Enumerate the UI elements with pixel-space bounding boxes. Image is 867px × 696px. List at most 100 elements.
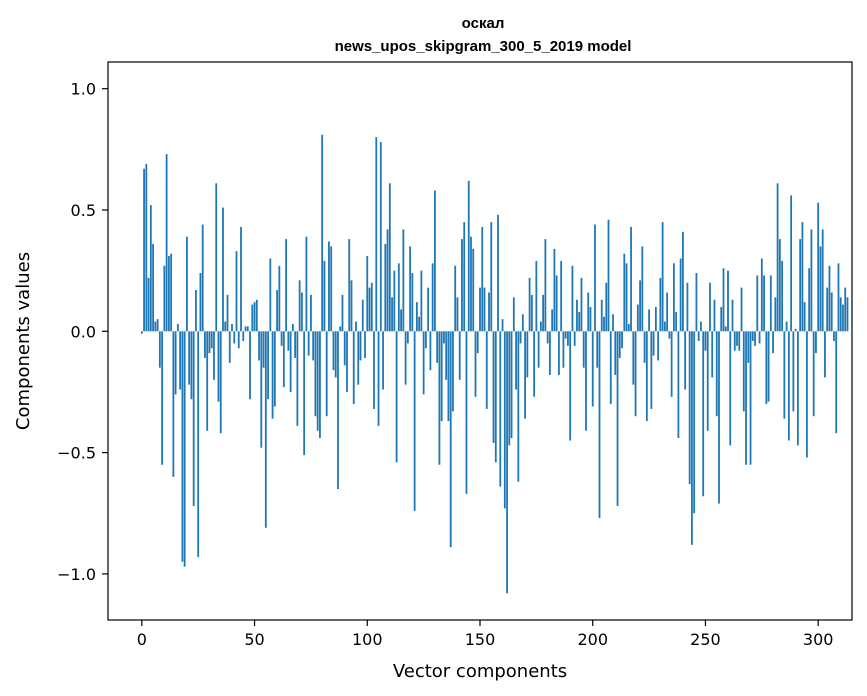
bar	[551, 309, 554, 332]
bar	[706, 331, 709, 431]
bar	[267, 331, 269, 400]
bar	[765, 331, 768, 405]
y-tick-label: 0.5	[71, 201, 96, 220]
bar	[330, 246, 333, 332]
bar	[745, 331, 747, 465]
bar	[668, 331, 671, 339]
bar	[830, 292, 833, 332]
bar	[609, 331, 612, 405]
bar	[499, 331, 502, 487]
bar	[695, 273, 698, 332]
bar	[470, 236, 472, 332]
bar	[397, 263, 400, 332]
bar	[255, 299, 258, 332]
bar	[810, 229, 813, 332]
bar	[366, 256, 369, 332]
bar	[188, 331, 191, 385]
bars-group	[140, 134, 849, 594]
bar	[186, 236, 188, 332]
x-tick-label: 0	[137, 630, 147, 649]
bar	[332, 331, 335, 371]
bar	[434, 190, 436, 332]
bar	[147, 277, 150, 332]
bar	[801, 222, 804, 332]
bar	[215, 183, 218, 332]
bar	[808, 268, 811, 332]
bar	[282, 331, 285, 388]
bar	[219, 331, 222, 434]
bar	[645, 331, 648, 422]
bar	[364, 331, 366, 358]
bar	[535, 260, 538, 332]
bar	[337, 331, 339, 489]
bar	[567, 331, 569, 346]
bar	[379, 142, 382, 332]
bar	[224, 321, 227, 332]
bar	[287, 331, 290, 351]
bar	[533, 331, 536, 397]
bar	[395, 331, 398, 463]
bar	[438, 331, 441, 465]
bar	[515, 331, 517, 390]
x-tick-label: 250	[690, 630, 721, 649]
bar	[591, 331, 594, 407]
bar	[846, 297, 849, 332]
bar	[679, 258, 682, 332]
bar	[700, 321, 702, 332]
bar	[539, 321, 542, 332]
bar	[201, 224, 204, 332]
x-axis-label: Vector components	[393, 661, 567, 682]
bar	[213, 331, 215, 380]
bar	[249, 331, 251, 400]
bar	[510, 331, 513, 439]
bar	[672, 263, 675, 332]
x-tick-label: 150	[465, 630, 496, 649]
bar	[373, 331, 375, 409]
bar	[310, 294, 312, 332]
bar	[835, 331, 838, 434]
bar	[751, 331, 754, 341]
bar	[519, 331, 522, 344]
bar	[715, 331, 718, 417]
bar	[474, 331, 477, 397]
bar	[264, 331, 267, 528]
bar	[228, 331, 231, 363]
bar	[526, 331, 529, 378]
bar	[384, 243, 387, 332]
bar	[821, 229, 824, 332]
bar	[738, 331, 741, 351]
bar	[684, 331, 687, 390]
bar	[546, 331, 549, 344]
bar	[152, 243, 154, 332]
bar	[571, 265, 574, 332]
bar	[661, 222, 664, 332]
bar	[278, 265, 281, 332]
bar	[226, 294, 229, 332]
bar	[612, 314, 614, 332]
bar	[244, 326, 247, 332]
bar	[704, 331, 707, 351]
bar	[429, 331, 432, 371]
bar	[285, 239, 288, 332]
bar	[659, 277, 662, 332]
bar	[796, 331, 799, 446]
bar	[240, 226, 242, 332]
y-tick-label: 0.0	[71, 322, 96, 341]
bar	[420, 270, 423, 332]
bar	[537, 331, 540, 368]
bar	[783, 331, 786, 419]
bar	[772, 331, 774, 354]
bar	[217, 331, 220, 402]
bar	[237, 331, 240, 349]
bar	[803, 302, 806, 332]
bar	[485, 331, 488, 409]
bar	[517, 331, 520, 482]
bar	[564, 331, 567, 339]
bar	[488, 292, 490, 332]
bar	[749, 331, 752, 465]
bar	[328, 241, 330, 332]
chart-subtitle: news_upos_skipgram_300_5_2019 model	[335, 38, 632, 55]
bar	[170, 253, 173, 332]
bar	[824, 331, 826, 378]
bar	[819, 246, 822, 332]
